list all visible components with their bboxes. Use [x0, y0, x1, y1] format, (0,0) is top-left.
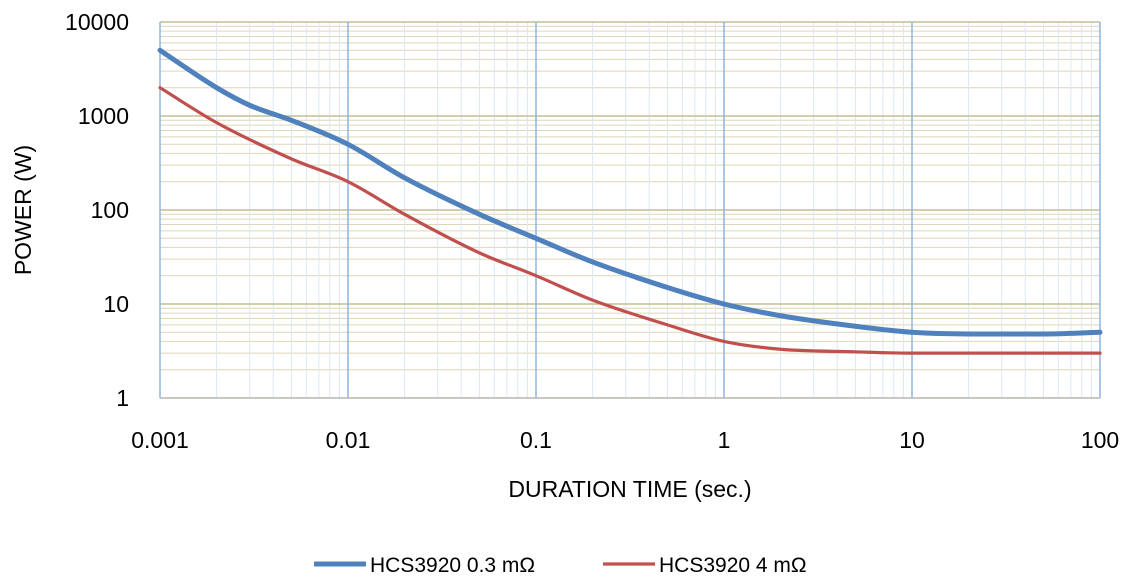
x-tick-label: 0.1: [520, 427, 552, 453]
legend-label-1: HCS3920 0.3 mΩ: [370, 554, 535, 577]
x-tick-label: 0.001: [131, 427, 189, 453]
major-x-gridlines: [159, 22, 1101, 398]
x-axis-title: DURATION TIME (sec.): [508, 476, 751, 502]
series-lines: [157, 47, 1103, 355]
series-line-2: [158, 86, 1102, 355]
y-tick-label: 100: [91, 197, 129, 223]
x-tick-label: 100: [1081, 427, 1119, 453]
y-tick-label: 1: [116, 385, 129, 411]
x-tick-label: 10: [899, 427, 925, 453]
x-tick-labels: 0.001 0.01 0.1 1 10 100: [131, 427, 1119, 453]
y-axis-title: POWER (W): [10, 145, 36, 275]
x-tick-label: 1: [718, 427, 731, 453]
y-tick-labels: 1 10 100 1000 10000: [65, 9, 129, 411]
y-tick-label: 10: [103, 291, 129, 317]
y-tick-label: 1000: [78, 103, 129, 129]
series-line-1: [157, 47, 1103, 337]
legend: HCS3920 0.3 mΩ HCS3920 4 mΩ: [314, 554, 807, 577]
x-tick-label: 0.01: [326, 427, 371, 453]
y-tick-label: 10000: [65, 9, 129, 35]
legend-label-2: HCS3920 4 mΩ: [659, 554, 807, 577]
minor-y-gridlines: [160, 25, 1100, 371]
